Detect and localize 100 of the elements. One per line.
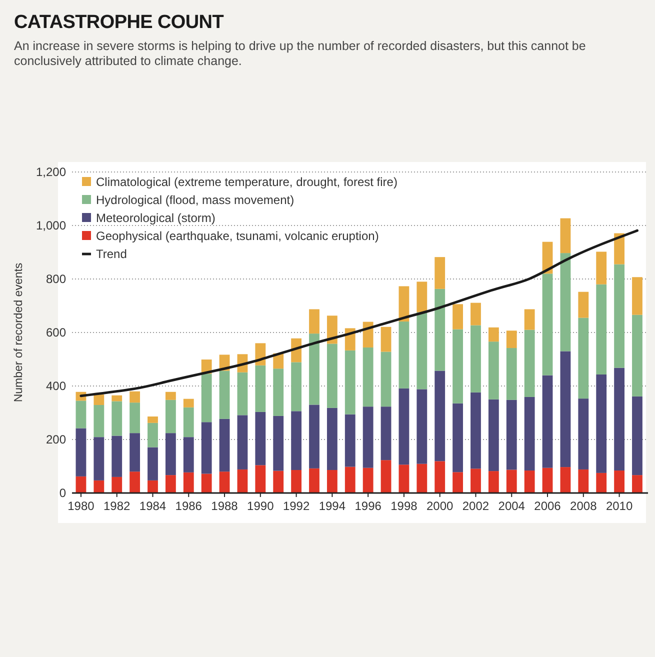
bar — [112, 401, 122, 436]
bar — [542, 274, 553, 376]
bar — [130, 472, 140, 493]
bar — [201, 474, 212, 493]
bar — [578, 318, 589, 399]
y-tick-label: 0 — [59, 486, 66, 500]
bar — [506, 330, 517, 348]
bar — [219, 472, 230, 493]
bar — [326, 408, 338, 470]
x-tick-label: 1986 — [175, 499, 202, 513]
bar — [524, 330, 535, 397]
x-tick-label: 1984 — [139, 499, 166, 513]
bar — [362, 468, 374, 493]
bar — [76, 428, 86, 476]
bar — [201, 422, 212, 474]
bar — [614, 233, 624, 264]
bar — [614, 264, 624, 368]
bar — [578, 292, 589, 318]
bar — [344, 350, 356, 414]
bar — [470, 468, 481, 493]
y-tick-label: 200 — [46, 432, 66, 447]
bar — [506, 400, 517, 470]
x-tick-label: 1996 — [354, 499, 382, 513]
bar — [398, 322, 410, 388]
bar — [596, 252, 607, 284]
bar — [632, 475, 642, 493]
x-tick-label: 1992 — [282, 499, 310, 513]
bar — [416, 389, 428, 464]
x-tick-label: 2000 — [426, 499, 454, 513]
bar — [452, 403, 463, 472]
bar — [76, 400, 86, 428]
x-tick-label: 1994 — [318, 499, 346, 513]
bar — [416, 464, 428, 493]
bar — [398, 286, 410, 322]
bar — [273, 416, 284, 471]
bar — [309, 404, 320, 468]
x-tick-label: 2002 — [462, 499, 490, 513]
bar — [183, 472, 194, 493]
bar — [362, 347, 374, 407]
bar — [470, 302, 481, 326]
bar — [380, 406, 392, 460]
x-tick-label: 2010 — [606, 499, 633, 513]
bar — [309, 309, 320, 334]
bar — [488, 399, 499, 472]
x-tick-label: 2004 — [498, 499, 526, 513]
y-tick-label: 800 — [46, 272, 66, 286]
bar — [416, 282, 428, 312]
bar — [219, 370, 230, 419]
bar — [614, 368, 624, 471]
bar — [488, 327, 499, 342]
bar — [237, 415, 248, 470]
bar — [434, 257, 446, 289]
bar — [309, 468, 320, 493]
legend-label: Trend — [96, 247, 127, 262]
bar — [309, 334, 320, 405]
bar — [255, 365, 266, 412]
x-tick-label: 1982 — [104, 499, 131, 513]
x-tick-label: 1998 — [390, 499, 418, 513]
y-axis-title: Number of recorded events — [13, 262, 25, 402]
bar — [560, 351, 571, 468]
chart-title: CATASTROPHE COUNT — [14, 12, 224, 33]
bar — [488, 471, 499, 493]
bar — [76, 476, 86, 493]
bar — [560, 253, 571, 352]
bar — [506, 470, 517, 493]
bar — [524, 309, 535, 330]
bar — [148, 480, 158, 493]
bar — [632, 277, 642, 315]
bar — [165, 475, 176, 493]
bar — [237, 469, 248, 493]
bar — [434, 370, 446, 462]
bar — [560, 218, 571, 254]
bar — [542, 375, 553, 468]
bar — [273, 470, 284, 493]
bar — [596, 472, 607, 493]
bar — [506, 348, 517, 400]
x-tick-label: 2008 — [570, 499, 598, 513]
bar — [326, 316, 338, 344]
bar — [94, 394, 104, 405]
legend-label: Climatological (extreme temperature, drought, forest fire) — [96, 175, 398, 190]
bar — [291, 411, 302, 470]
bar — [632, 396, 642, 476]
bar — [291, 362, 302, 412]
bar — [578, 398, 589, 470]
bar — [470, 392, 481, 469]
bar — [632, 314, 642, 396]
bar — [452, 472, 463, 493]
bar — [362, 406, 374, 468]
bar — [130, 433, 140, 472]
bar — [380, 352, 392, 407]
bar — [237, 372, 248, 416]
bar — [255, 412, 266, 466]
bar — [596, 284, 607, 374]
x-tick-label: 1988 — [211, 499, 238, 513]
bar — [130, 402, 140, 434]
x-tick-label: 2006 — [534, 499, 562, 513]
bar — [326, 470, 338, 493]
bar — [524, 396, 535, 471]
bar — [148, 422, 158, 448]
line-series — [80, 229, 638, 398]
